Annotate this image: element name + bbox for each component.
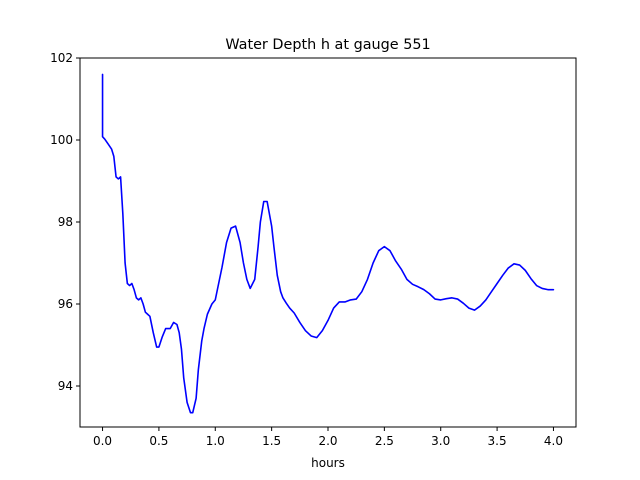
x-tick-label: 1.0: [206, 434, 225, 448]
y-axis-ticks: 94 96 98 100 102: [50, 51, 80, 393]
x-tick-label: 4.0: [544, 434, 563, 448]
y-tick-label: 94: [58, 379, 73, 393]
series-line-1: [101, 73, 555, 414]
x-tick-label: 0.0: [93, 434, 112, 448]
y-tick-label: 96: [58, 297, 73, 311]
x-axis-label: hours: [311, 456, 345, 470]
x-tick-label: 2.0: [318, 434, 337, 448]
x-tick-label: 3.0: [431, 434, 450, 448]
x-tick-label: 2.5: [375, 434, 394, 448]
x-tick-label: 0.5: [149, 434, 168, 448]
series-layer: [101, 73, 555, 414]
x-axis-ticks: 0.0 0.5 1.0 1.5 2.0 2.5 3.0 3.5 4.0: [93, 427, 563, 448]
chart-title: Water Depth h at gauge 551: [225, 37, 430, 53]
y-tick-label: 98: [58, 215, 73, 229]
y-tick-label: 102: [50, 51, 73, 65]
plot-area-frame: [79, 57, 577, 428]
x-tick-label: 1.5: [262, 434, 281, 448]
y-tick-label: 100: [50, 133, 73, 147]
x-tick-label: 3.5: [488, 434, 507, 448]
